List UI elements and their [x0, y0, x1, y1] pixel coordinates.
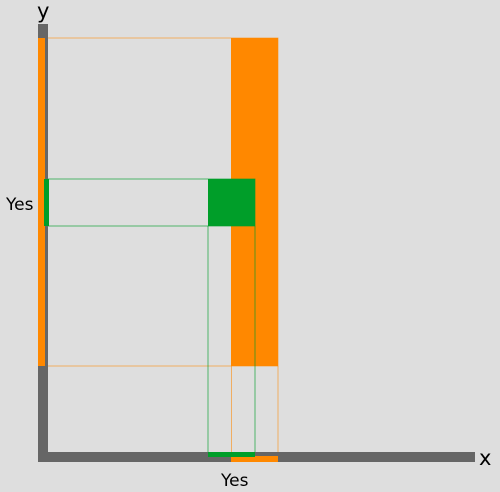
x-axis-label: x	[479, 446, 491, 470]
y-axis-green-span	[44, 179, 49, 226]
x-value-label: Yes	[220, 471, 249, 491]
y-axis-label: y	[37, 0, 49, 23]
y-value-label: Yes	[5, 195, 34, 215]
y-axis-orange-span	[38, 38, 45, 366]
x-axis-green-span	[208, 452, 255, 457]
x-axis-orange-span	[231, 456, 278, 462]
green-square	[208, 179, 255, 226]
